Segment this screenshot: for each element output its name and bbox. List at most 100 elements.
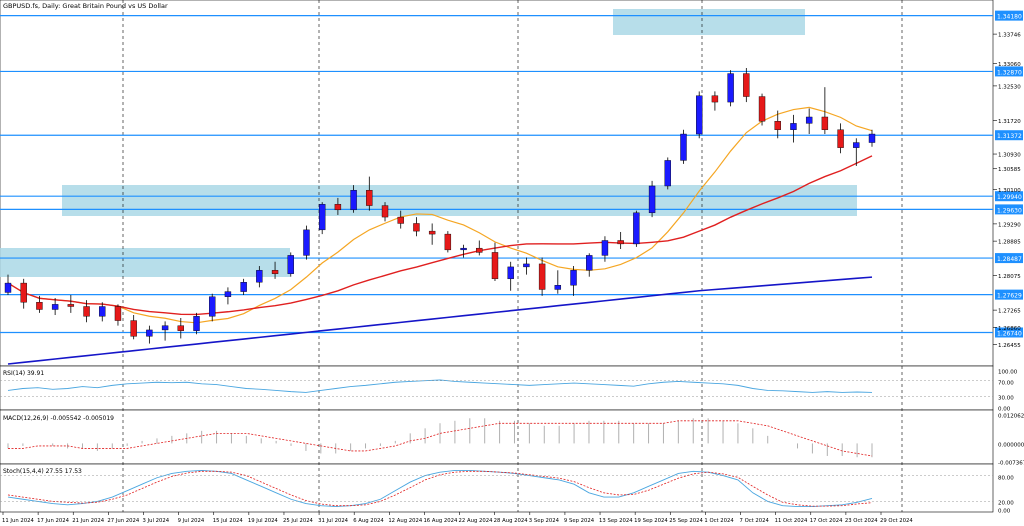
price-tick-label: 1.33746	[998, 33, 1021, 39]
ma-mid-line	[7, 155, 873, 316]
resistance-zone-top	[613, 9, 805, 35]
price-tag	[995, 10, 1023, 21]
indicator-axis-label: 20.00	[998, 500, 1014, 506]
macd-label: MACD(12,26,9) -0.005542 -0.005019	[3, 415, 114, 422]
stoch-plot	[0, 469, 993, 508]
bull-candle	[696, 95, 703, 135]
price-tag-label: 1.31372	[997, 133, 1022, 140]
indicator-axis-label: 0.00	[998, 509, 1011, 515]
price-tick-label: 1.28075	[998, 274, 1021, 280]
stoch-signal-line	[7, 470, 873, 507]
bull-candle	[727, 73, 734, 103]
price-tick-label: 1.30930	[998, 153, 1021, 159]
bear-candle	[711, 95, 719, 103]
date-label: 17 Jun 2024	[37, 518, 69, 524]
price-tick-label: 1.33060	[998, 62, 1021, 68]
bull-candle	[633, 212, 640, 245]
price-tag-label: 1.34180	[997, 14, 1022, 21]
price-tick-label: 1.27265	[998, 309, 1021, 315]
price-tick-label: 1.31720	[998, 119, 1021, 125]
bear-candle	[774, 121, 781, 130]
price-tag	[995, 253, 1023, 264]
rsi-line	[7, 379, 873, 393]
bear-candle	[491, 252, 499, 280]
date-label: 15 Jul 2024	[213, 518, 244, 524]
bull-candle	[287, 255, 294, 274]
bull-candle	[161, 325, 169, 331]
price-tag-label: 1.32870	[997, 69, 1022, 76]
price-tick-label: 1.32530	[998, 84, 1021, 90]
bear-candle	[83, 306, 90, 317]
date-label: 11 Oct 2024	[775, 518, 808, 524]
price-tag	[995, 289, 1023, 300]
bull-candle	[146, 329, 153, 337]
bull-candle	[805, 116, 813, 124]
indicator-axis-label: 80.00	[998, 476, 1014, 482]
stoch-main-line	[7, 469, 873, 508]
date-label: 6 Aug 2024	[353, 518, 384, 524]
pivot-zone	[62, 185, 857, 216]
main-pane	[0, 0, 994, 367]
bear-candle	[397, 216, 404, 224]
date-label: 21 Jun 2024	[72, 518, 104, 524]
bear-candle	[334, 204, 342, 211]
chart-title: GBPUSD.fs, Daily: Great Britain Pound vs…	[3, 2, 168, 10]
date-label: 12 Aug 2024	[388, 518, 423, 524]
bear-candle	[837, 129, 844, 148]
date-label: 16 Aug 2024	[423, 518, 458, 524]
indicator-axis-label: 0.00	[998, 407, 1011, 413]
price-tag-label: 1.27629	[997, 293, 1022, 300]
date-label: 22 Aug 2024	[459, 518, 494, 524]
date-label: 1 Oct 2024	[704, 518, 734, 524]
bull-candle	[99, 306, 106, 317]
indicator-axis-label: 30.00	[998, 395, 1014, 401]
bear-candle	[381, 205, 389, 218]
bull-candle	[664, 160, 671, 187]
date-label: 31 Jul 2024	[318, 518, 349, 524]
price-tick-label: 1.30100	[998, 188, 1021, 194]
bear-candle	[444, 233, 452, 251]
moving-averages	[7, 106, 873, 365]
macd-plot	[7, 418, 873, 458]
bull-candle	[256, 270, 263, 283]
date-label: 28 Aug 2024	[494, 518, 529, 524]
bull-candle	[648, 185, 656, 214]
bear-candle	[743, 73, 750, 97]
bull-candle	[193, 316, 200, 331]
bull-candle	[507, 266, 514, 280]
bull-candle	[460, 247, 467, 251]
ma-fast-line	[7, 106, 873, 324]
ma-slow-line	[7, 276, 873, 365]
bear-candle	[476, 247, 483, 253]
bear-candle	[271, 270, 279, 274]
price-tag-label: 1.26740	[997, 330, 1022, 337]
bull-candle	[680, 133, 687, 161]
macd-pane	[0, 409, 994, 465]
price-tick-label: 1.29290	[998, 222, 1021, 228]
bull-candle	[868, 133, 876, 143]
indicator-axis-label: 70.00	[998, 381, 1014, 387]
bear-candle	[821, 116, 829, 130]
indicator-axes: 100.0070.0030.000.000.0120620.000000-0.0…	[998, 370, 1024, 515]
bear-candle	[177, 325, 185, 331]
bear-candle	[617, 240, 624, 245]
bear-candle	[538, 263, 546, 290]
rsi-pane	[0, 365, 994, 411]
bull-candle	[853, 142, 860, 148]
indicator-axis-label: 100.00	[998, 370, 1018, 376]
bear-candle	[130, 320, 137, 337]
bull-candle	[224, 291, 232, 297]
bull-candle	[790, 123, 797, 130]
date-label: 27 Jun 2024	[107, 518, 139, 524]
bear-candle	[114, 306, 122, 321]
price-tag-label: 1.29940	[997, 194, 1022, 201]
date-label: 9 Jul 2024	[178, 518, 205, 524]
bear-candle	[428, 230, 436, 235]
stoch-label: Stoch(15,4,4) 27.55 17.53	[3, 468, 82, 475]
price-tick-label: 1.30585	[998, 167, 1021, 173]
date-label: 19 Sep 2024	[634, 518, 668, 524]
price-tick-label: 1.28885	[998, 240, 1021, 246]
macd-signal-line	[8, 420, 873, 457]
price-tick-label: 1.26455	[998, 343, 1021, 349]
